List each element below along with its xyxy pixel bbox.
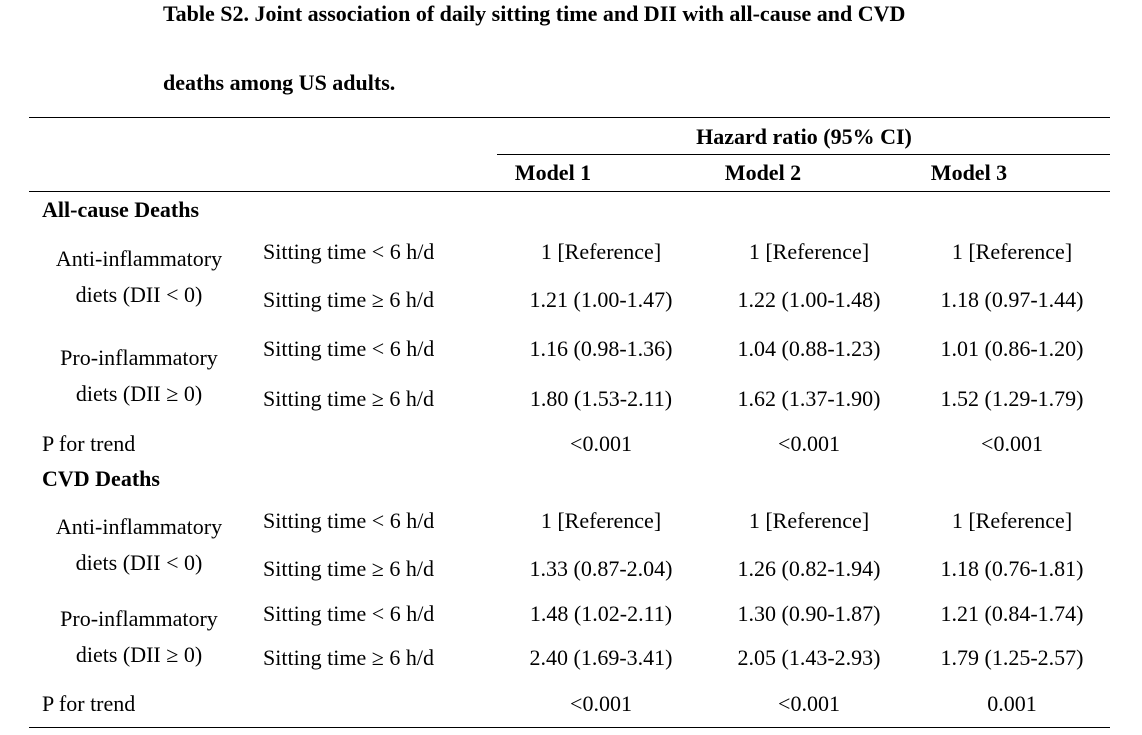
group-label-pro-line-1: Pro-inflammatory — [60, 345, 218, 370]
hazard-ratio-cell: 1.04 (0.88-1.23) — [737, 336, 881, 361]
hazard-ratio-cell: 1 [Reference] — [540, 239, 662, 264]
hazard-ratio-cell: 1.01 (0.86-1.20) — [940, 336, 1084, 361]
hazard-ratio-cell: 1.18 (0.97-1.44) — [940, 287, 1084, 312]
group-label-anti-line-2: diets (DII < 0) — [75, 550, 203, 575]
hazard-ratio-cell: 1.22 (1.00-1.48) — [737, 287, 881, 312]
group-label-pro-line-1: Pro-inflammatory — [60, 606, 218, 631]
p-for-trend-label: P for trend — [42, 431, 136, 456]
sitting-time-label: Sitting time ≥ 6 h/d — [263, 645, 434, 670]
table-top-rule — [29, 117, 1110, 118]
section-title-all-cause: All-cause Deaths — [42, 197, 200, 222]
hazard-ratio-spanner: Hazard ratio (95% CI) — [696, 124, 912, 149]
group-label-pro-line-2: diets (DII ≥ 0) — [75, 642, 203, 667]
p-for-trend-label: P for trend — [42, 691, 136, 716]
hazard-ratio-cell: 1.48 (1.02-2.11) — [529, 601, 673, 626]
hazard-ratio-cell: 1.21 (0.84-1.74) — [940, 601, 1084, 626]
hazard-ratio-cell: 2.05 (1.43-2.93) — [737, 645, 881, 670]
hazard-ratio-cell: 1.52 (1.29-1.79) — [940, 386, 1084, 411]
table-bottom-rule — [29, 727, 1110, 728]
p-for-trend-value: <0.001 — [570, 431, 632, 456]
hazard-ratio-cell: 1 [Reference] — [540, 508, 662, 533]
sitting-time-label: Sitting time < 6 h/d — [263, 336, 435, 361]
sitting-time-label: Sitting time ≥ 6 h/d — [263, 287, 434, 312]
hazard-ratio-cell: 1.21 (1.00-1.47) — [529, 287, 673, 312]
table-caption-line-2: deaths among US adults. — [163, 70, 396, 95]
hazard-ratio-cell: 1 [Reference] — [748, 239, 870, 264]
section-title-cvd: CVD Deaths — [42, 466, 160, 491]
table-caption-line-1: Table S2. Joint association of daily sit… — [163, 1, 906, 26]
hazard-ratio-cell: 1.18 (0.76-1.81) — [940, 556, 1084, 581]
sitting-time-label: Sitting time < 6 h/d — [263, 239, 435, 264]
hazard-ratio-cell: 1.62 (1.37-1.90) — [737, 386, 881, 411]
header-bottom-rule — [29, 191, 1110, 192]
hazard-ratio-cell: 1.80 (1.53-2.11) — [529, 386, 673, 411]
hazard-ratio-cell: 1.30 (0.90-1.87) — [737, 601, 881, 626]
spanner-rule — [497, 154, 1110, 155]
sitting-time-label: Sitting time ≥ 6 h/d — [263, 556, 434, 581]
model-3-header: Model 3 — [930, 160, 1008, 185]
p-for-trend-value: <0.001 — [778, 691, 840, 716]
hazard-ratio-cell: 1.16 (0.98-1.36) — [529, 336, 673, 361]
model-1-header: Model 1 — [514, 160, 592, 185]
group-label-anti-line-1: Anti-inflammatory — [55, 514, 223, 539]
hazard-ratio-cell: 1 [Reference] — [748, 508, 870, 533]
p-for-trend-value: <0.001 — [981, 431, 1043, 456]
group-label-pro-line-2: diets (DII ≥ 0) — [75, 381, 203, 406]
hazard-ratio-cell: 1 [Reference] — [951, 508, 1073, 533]
group-label-anti-line-2: diets (DII < 0) — [75, 282, 203, 307]
p-for-trend-value: <0.001 — [778, 431, 840, 456]
hazard-ratio-cell: 1.33 (0.87-2.04) — [529, 556, 673, 581]
hazard-ratio-cell: 1.79 (1.25-2.57) — [940, 645, 1084, 670]
p-for-trend-value: 0.001 — [987, 691, 1037, 716]
sitting-time-label: Sitting time < 6 h/d — [263, 601, 435, 626]
model-2-header: Model 2 — [724, 160, 802, 185]
sitting-time-label: Sitting time < 6 h/d — [263, 508, 435, 533]
p-for-trend-value: <0.001 — [570, 691, 632, 716]
sitting-time-label: Sitting time ≥ 6 h/d — [263, 386, 434, 411]
hazard-ratio-cell: 2.40 (1.69-3.41) — [529, 645, 673, 670]
hazard-ratio-cell: 1.26 (0.82-1.94) — [737, 556, 881, 581]
group-label-anti-line-1: Anti-inflammatory — [55, 246, 223, 271]
hazard-ratio-cell: 1 [Reference] — [951, 239, 1073, 264]
